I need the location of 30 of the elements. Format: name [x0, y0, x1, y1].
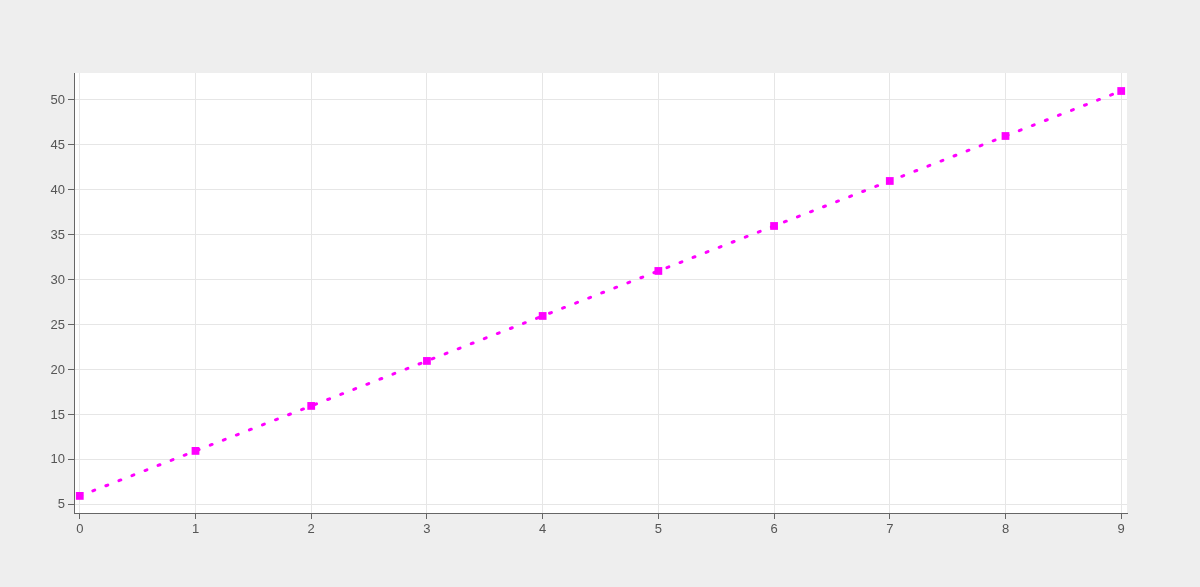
y-tick-label: 20	[50, 361, 65, 377]
point	[770, 222, 778, 230]
point	[75, 492, 84, 500]
point	[1117, 87, 1126, 95]
y-tick-label: 25	[50, 316, 65, 332]
point	[423, 357, 431, 365]
y-tick-label: 10	[50, 451, 65, 467]
x-tick-label: 8	[1001, 521, 1010, 537]
y-tick-label: 50	[50, 91, 65, 107]
point	[191, 447, 200, 455]
x-tick-label: 3	[423, 521, 431, 537]
x-tick-label: 9	[1117, 521, 1125, 537]
x-tick-label: 5	[654, 521, 662, 537]
y-tick-label: 45	[50, 136, 65, 152]
x-tick-label: 7	[886, 521, 894, 537]
x-tick-label: 4	[539, 521, 547, 537]
y-tick-label: 5	[57, 496, 65, 512]
x-tick-label: 0	[76, 521, 84, 537]
point	[1001, 132, 1010, 140]
point	[885, 177, 894, 185]
x-tick-label: 1	[191, 521, 200, 537]
x-tick-label: 6	[770, 521, 778, 537]
point	[538, 312, 547, 320]
point	[307, 402, 316, 410]
y-tick-label: 15	[50, 406, 65, 422]
y-tick-label: 40	[50, 181, 65, 197]
point	[654, 267, 663, 275]
y-tick-label: 30	[50, 271, 65, 287]
y-tick-label: 35	[50, 226, 65, 242]
x-tick-label: 2	[307, 521, 315, 537]
